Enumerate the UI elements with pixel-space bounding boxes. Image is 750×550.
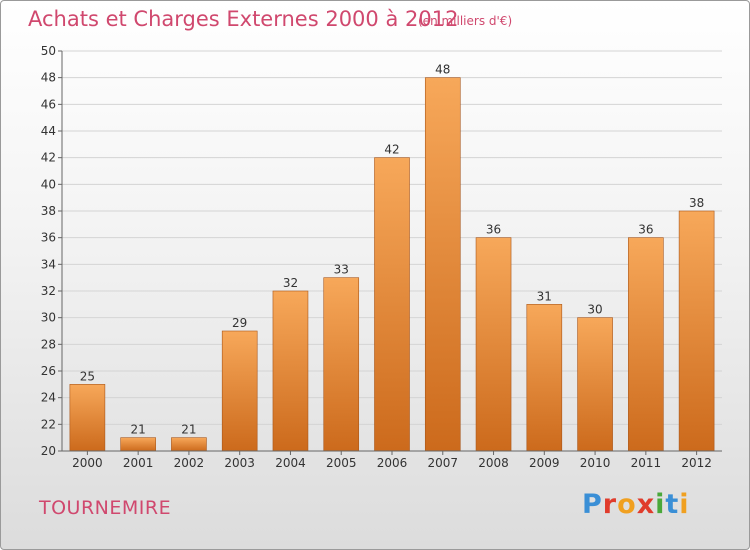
- x-tick-label: 2012: [681, 456, 712, 470]
- logo-letter: i: [655, 489, 666, 520]
- bar-2009: [526, 304, 563, 452]
- data-label-2011: 36: [638, 223, 653, 237]
- logo-letter: t: [665, 489, 680, 520]
- proxiti-logo: Proxiti: [582, 489, 690, 520]
- data-label-2003: 29: [232, 316, 247, 330]
- logo-letter: P: [582, 489, 603, 520]
- y-tick-label: 32: [41, 284, 56, 298]
- data-label-2006: 42: [384, 143, 399, 157]
- bar-2012: [678, 210, 715, 452]
- data-label-2005: 33: [334, 263, 349, 277]
- y-tick-label: 40: [41, 177, 56, 191]
- bar-2001: [120, 437, 156, 452]
- bar-2002: [171, 437, 207, 452]
- x-tick-label: 2009: [529, 456, 560, 470]
- y-tick-label: 28: [41, 337, 56, 351]
- y-tick-label: 48: [41, 71, 56, 85]
- data-label-2001: 21: [131, 423, 146, 437]
- chart-title: Achats et Charges Externes 2000 à 2012: [28, 7, 459, 31]
- data-label-2009: 31: [537, 289, 552, 303]
- logo-letter: r: [602, 489, 618, 520]
- x-tick-label: 2004: [275, 456, 306, 470]
- y-tick-label: 36: [41, 231, 56, 245]
- data-label-2004: 32: [283, 276, 298, 290]
- y-tick-label: 50: [41, 44, 56, 58]
- data-label-2007: 48: [435, 63, 450, 77]
- y-tick-label: 38: [41, 204, 56, 218]
- bar-2004: [272, 290, 309, 452]
- axes: 20 22 24 26 28 30 32 34 36 38 40 42 44 46 48 50 2000 2001…: [41, 44, 722, 470]
- x-tick-label: 2008: [478, 456, 509, 470]
- y-tick-label: 44: [41, 124, 56, 138]
- unit-note: (en milliers d'€): [418, 14, 513, 28]
- x-tick-label: 2006: [377, 456, 408, 470]
- data-label-2010: 30: [587, 303, 602, 317]
- logo-letter: i: [679, 489, 690, 520]
- logo-letter: o: [617, 489, 637, 520]
- logo-letter: x: [636, 489, 656, 520]
- y-tick-label: 42: [41, 151, 56, 165]
- y-tick-label: 34: [41, 257, 56, 271]
- bar-2005: [323, 277, 360, 452]
- bar-2008: [475, 237, 512, 452]
- y-tick-label: 26: [41, 364, 56, 378]
- data-label-2012: 38: [689, 196, 704, 210]
- bars: [69, 77, 715, 452]
- bar-2003: [221, 330, 258, 452]
- x-tick-label: 2007: [427, 456, 458, 470]
- place-name: TOURNEMIRE: [39, 497, 172, 519]
- data-label-2002: 21: [181, 423, 196, 437]
- data-label-2000: 25: [80, 369, 95, 383]
- y-tick-label: 24: [41, 391, 56, 405]
- x-tick-label: 2011: [631, 456, 662, 470]
- bar-2010: [577, 317, 613, 452]
- bar-2006: [374, 157, 410, 452]
- x-tick-label: 2010: [580, 456, 611, 470]
- bar-2011: [628, 237, 664, 452]
- data-labels: 25 21 21 29 32 33 42 48 36 31 30 36 38: [80, 63, 705, 437]
- x-tick-label: 2003: [224, 456, 255, 470]
- y-tick-label: 30: [41, 311, 56, 325]
- bar-2000: [69, 384, 106, 452]
- bar-2007: [424, 77, 461, 452]
- y-tick-label: 46: [41, 97, 56, 111]
- y-tick-label: 20: [41, 444, 56, 458]
- x-tick-label: 2002: [174, 456, 205, 470]
- x-tick-label: 2005: [326, 456, 357, 470]
- x-tick-label: 2000: [72, 456, 103, 470]
- data-label-2008: 36: [486, 223, 501, 237]
- y-tick-label: 22: [41, 417, 56, 431]
- x-tick-label: 2001: [123, 456, 154, 470]
